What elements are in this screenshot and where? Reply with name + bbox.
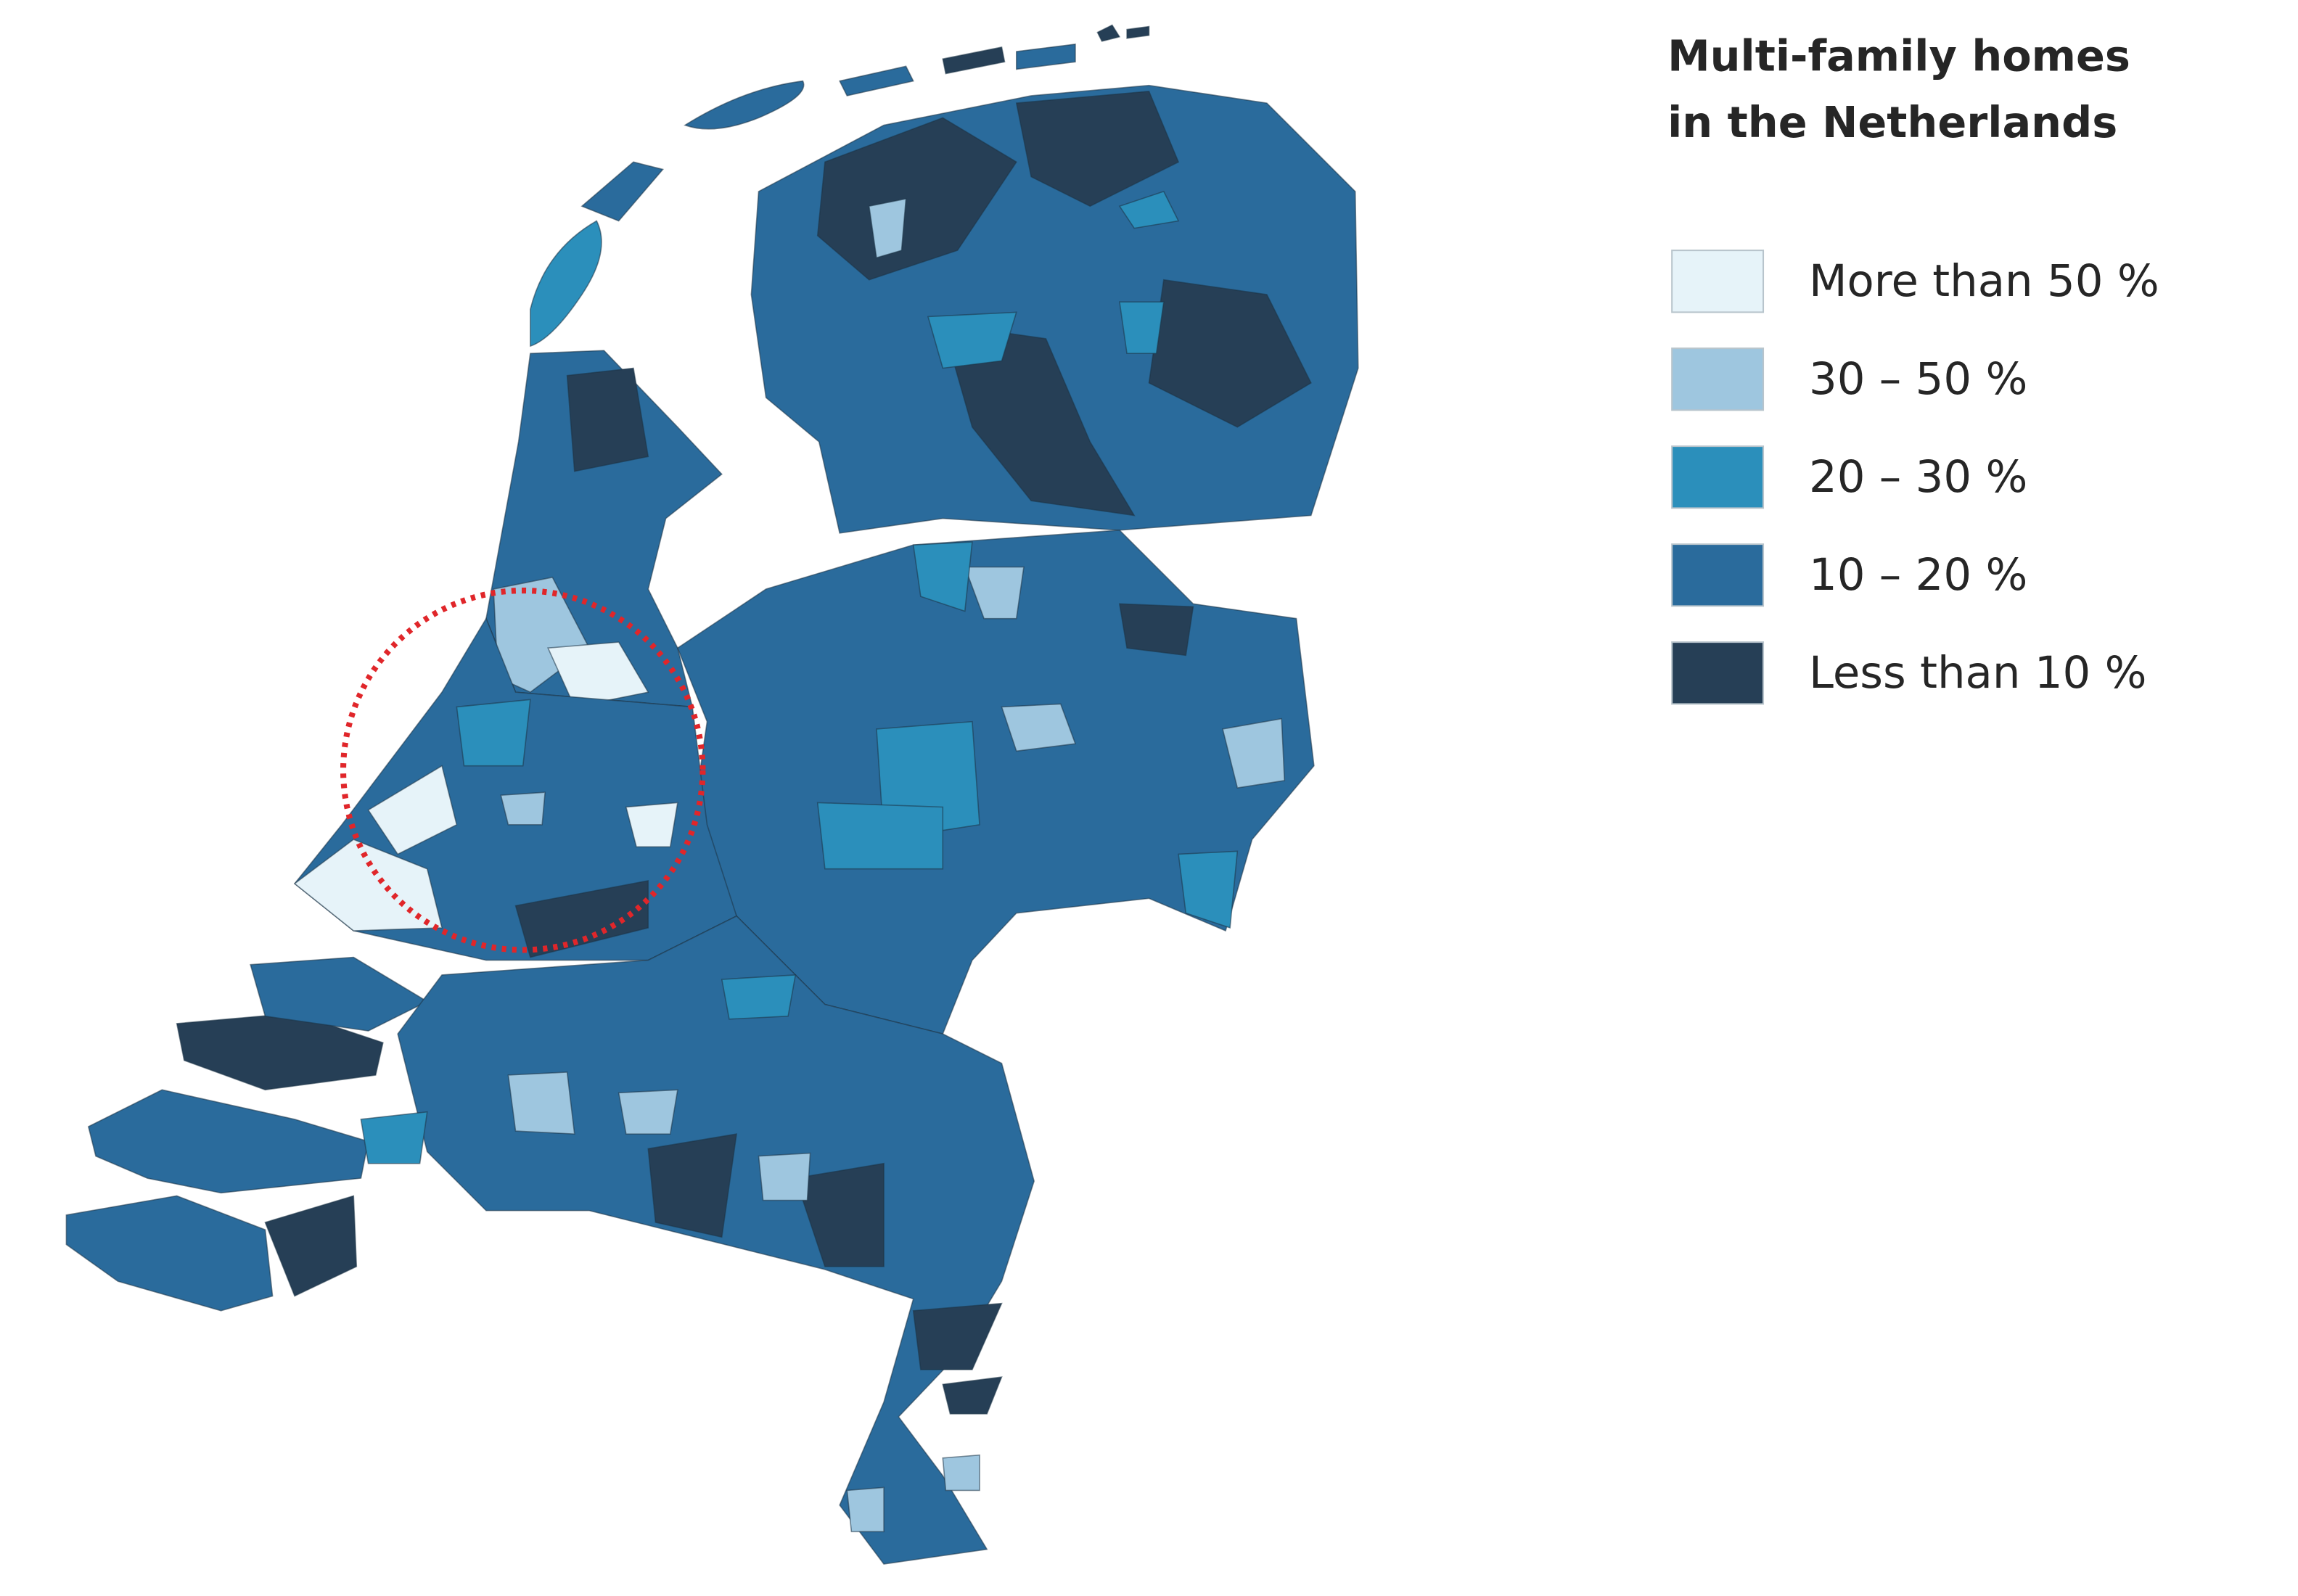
- region: [684, 80, 805, 130]
- region: [580, 161, 665, 222]
- region: [456, 699, 531, 767]
- legend-label: More than 50 %: [1809, 255, 2159, 307]
- region: [507, 1071, 575, 1135]
- region: [514, 880, 649, 958]
- region: [942, 46, 1006, 75]
- region: [1015, 91, 1180, 207]
- region: [942, 1454, 980, 1492]
- legend-label: 30 – 50 %: [1809, 353, 2027, 405]
- legend-title: in the Netherlands: [1667, 97, 2117, 147]
- region: [360, 1111, 428, 1164]
- legend-swatch: [1671, 445, 1765, 509]
- region: [625, 802, 678, 848]
- region: [647, 1133, 738, 1238]
- region: [1118, 603, 1194, 657]
- legend-swatch: [1671, 347, 1765, 411]
- region: [367, 765, 458, 855]
- region: [942, 1376, 1003, 1415]
- region: [1118, 190, 1180, 229]
- region: [530, 220, 602, 347]
- region: [500, 791, 546, 826]
- region: [1096, 24, 1150, 42]
- region: [758, 1152, 811, 1201]
- region: [721, 974, 797, 1020]
- region: [846, 1486, 885, 1533]
- region: [87, 1089, 369, 1194]
- region: [927, 311, 1017, 369]
- highlight-circle: [340, 588, 706, 953]
- region: [1001, 703, 1077, 752]
- region: [617, 1089, 678, 1135]
- region: [868, 198, 907, 259]
- legend-swatch: [1671, 250, 1765, 313]
- region: [912, 541, 973, 612]
- legend-label: Less than 10 %: [1809, 647, 2147, 699]
- region: [964, 566, 1025, 620]
- legend-swatch: [1671, 543, 1765, 607]
- region: [942, 323, 1136, 517]
- legend-title: Multi-family homes: [1667, 30, 2130, 81]
- region: [566, 367, 649, 472]
- region: [1222, 717, 1286, 789]
- region: [547, 641, 649, 708]
- map: [65, 24, 1359, 1565]
- legend-label: 20 – 30 %: [1809, 451, 2027, 503]
- legend-swatch: [1671, 641, 1765, 705]
- region: [1118, 301, 1165, 355]
- region: [1178, 850, 1239, 929]
- region: [816, 802, 944, 870]
- region: [65, 1195, 274, 1312]
- region: [1148, 279, 1312, 428]
- region: [838, 65, 914, 96]
- region: [912, 1302, 1003, 1370]
- region: [293, 839, 443, 931]
- region: [816, 117, 1017, 281]
- region: [1015, 43, 1076, 70]
- region: [795, 1162, 885, 1267]
- region: [250, 956, 429, 1032]
- region: [264, 1195, 358, 1297]
- legend-label: 10 – 20 %: [1809, 549, 2027, 601]
- legend: More than 50 % 30 – 50 % 20 – 30 % 10 – 20 …: [1671, 250, 2159, 705]
